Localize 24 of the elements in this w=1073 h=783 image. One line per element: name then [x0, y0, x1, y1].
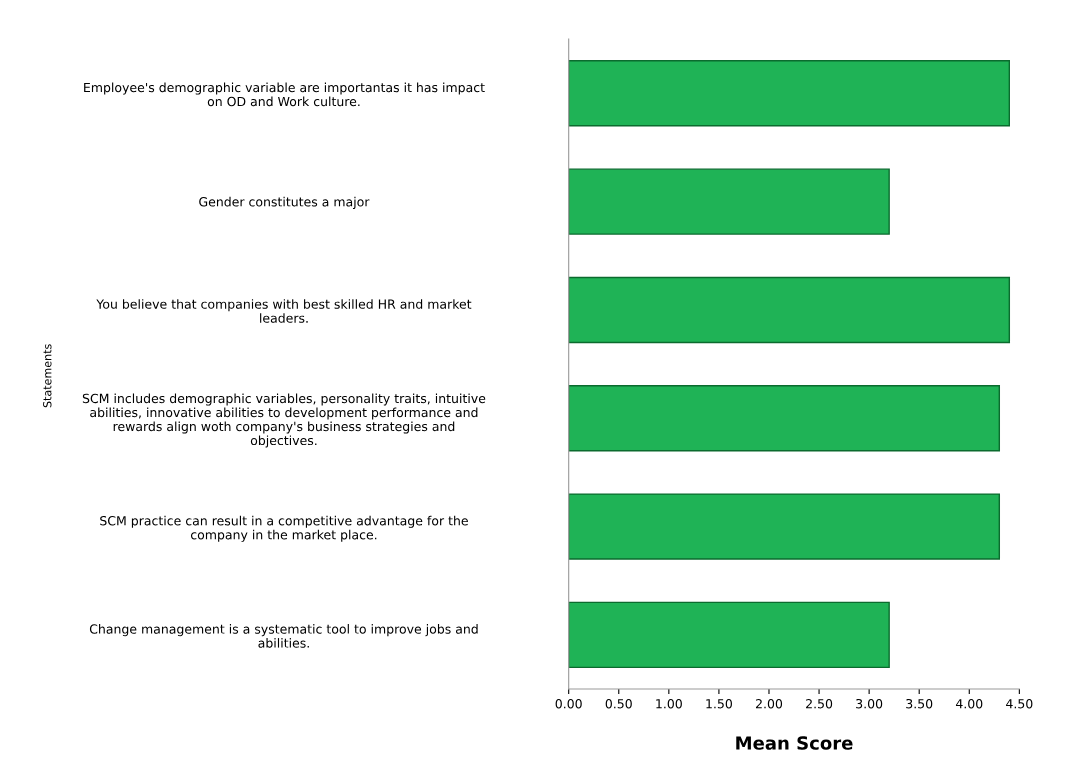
x-tick-label: 2.00: [755, 698, 783, 709]
y-tick-label: SCM includes demographic variables, personality traits, intuitive abilities, innovative abilities to development performance and rewards align woth company's business strategies and objectives.: [82, 393, 486, 448]
y-tick-label: You believe that companies with best skilled HR and market leaders.: [96, 299, 472, 323]
x-tick-label: 0.00: [555, 698, 582, 709]
bar: [568, 493, 1001, 560]
y-tick-label: Employee's demographic variable are importantas it has impact on OD and Work culture.: [84, 82, 485, 107]
bar: [568, 601, 890, 669]
y-tick-label: Gender constitutes a major: [199, 196, 370, 209]
x-tick-label: 4.50: [1006, 698, 1033, 709]
x-tick-label: 2.50: [806, 698, 833, 709]
y-axis-title: Statements: [43, 344, 52, 408]
bar: [568, 168, 890, 235]
x-axis-title: Mean Score: [736, 736, 853, 750]
x-tick-label: 4.00: [955, 698, 983, 709]
x-tick-label: 0.50: [605, 698, 632, 709]
bar: [568, 385, 1001, 452]
x-tick-label: 1.50: [706, 698, 732, 709]
x-tick-label: 1.00: [656, 698, 682, 709]
y-tick-label: SCM practice can result in a competitive advantage for the company in the market place.: [100, 515, 468, 542]
x-tick-label: 3.00: [856, 698, 883, 709]
y-tick-label: Change management is a systematic tool to improve jobs and abilities.: [89, 624, 478, 648]
x-tick-label: 3.50: [906, 698, 933, 709]
bar: [568, 276, 1011, 344]
bar: [568, 60, 1011, 127]
